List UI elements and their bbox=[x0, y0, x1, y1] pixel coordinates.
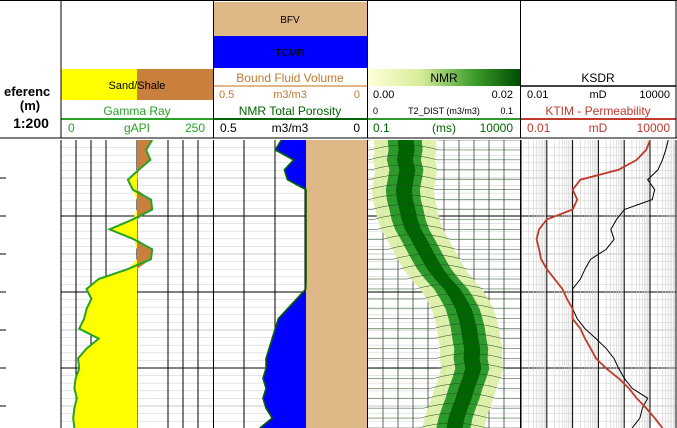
ktim-curve bbox=[535, 140, 664, 428]
t2-trace bbox=[368, 283, 520, 290]
t2-trace bbox=[368, 373, 520, 379]
ksdr-curve bbox=[572, 140, 669, 428]
t2-trace bbox=[368, 194, 520, 200]
nmr-axis-unit: (ms) bbox=[432, 121, 456, 135]
ksdr-curve-name: KSDR bbox=[581, 71, 615, 85]
reference-unit: (m) bbox=[20, 98, 40, 113]
reference-scale: 1:200 bbox=[13, 115, 49, 131]
t2-trace bbox=[368, 383, 520, 389]
t2-distribution-core bbox=[395, 140, 482, 428]
porosity-track-header: BFV TCMR Bound Fluid Volume 0.5 m3/m3 0 … bbox=[214, 2, 367, 135]
nmr-color-max: 0.02 bbox=[492, 89, 513, 101]
t2-trace bbox=[368, 234, 520, 240]
bfv-legend-label: BFV bbox=[280, 15, 300, 26]
t2-trace bbox=[368, 204, 520, 210]
t2-trace bbox=[368, 402, 520, 409]
gamma-ray-curve-name: Gamma Ray bbox=[103, 104, 170, 118]
bfv-legend-swatch bbox=[214, 2, 367, 36]
tcmr-right-value: 0 bbox=[353, 121, 360, 135]
sand-fill bbox=[73, 140, 137, 428]
sand-legend-swatch bbox=[61, 69, 137, 100]
t2-trace bbox=[368, 363, 520, 369]
t2-trace bbox=[368, 303, 520, 310]
t2-trace bbox=[368, 174, 520, 180]
t2-trace bbox=[368, 412, 520, 419]
t2-trace bbox=[368, 393, 520, 399]
shale-legend-swatch bbox=[137, 69, 213, 100]
nmr-axis-right: 10000 bbox=[480, 121, 514, 135]
gamma-ray-track-header: Sand/Shale Gamma Ray 0 gAPI 250 bbox=[61, 69, 213, 135]
t2-trace bbox=[368, 244, 520, 250]
tcmr-left-value: 0.5 bbox=[220, 121, 237, 135]
t2-trace bbox=[368, 273, 520, 280]
nmr-dist-left: 0 bbox=[373, 106, 378, 116]
sand-shale-label: Sand/Shale bbox=[109, 80, 166, 92]
log-body bbox=[0, 140, 677, 428]
t2-trace bbox=[368, 154, 520, 161]
gamma-ray-unit: gAPI bbox=[124, 121, 150, 135]
t2-trace bbox=[368, 343, 520, 349]
t2-trace bbox=[368, 333, 520, 339]
bfv-right-value: 0 bbox=[354, 89, 360, 101]
ksdr-left-value: 0.01 bbox=[527, 89, 548, 101]
bfv-fill bbox=[306, 140, 367, 428]
t2-trace bbox=[368, 263, 520, 270]
nmr-dist-right: 0.1 bbox=[500, 106, 513, 116]
gamma-ray-left-value: 0 bbox=[68, 121, 75, 135]
tcmr-unit: m3/m3 bbox=[272, 121, 309, 135]
nmr-axis-left: 0.1 bbox=[373, 121, 390, 135]
nmr-track-header: NMR 0.00 0.02 0 T2_DIST (m3/m3) 0.1 0.1 … bbox=[368, 69, 520, 135]
t2-trace bbox=[368, 214, 520, 220]
tcmr-legend-label: TCMR bbox=[276, 48, 305, 59]
nmr-color-min: 0.00 bbox=[373, 89, 394, 101]
bfv-left-value: 0.5 bbox=[219, 89, 234, 101]
ktim-curve-name: KTIM - Permeability bbox=[545, 104, 650, 118]
nmr-color-scale bbox=[368, 69, 520, 86]
nmr-dist-name: T2_DIST (m3/m3) bbox=[408, 106, 480, 116]
tcmr-curve-name: NMR Total Porosity bbox=[239, 104, 341, 118]
tcmr-legend-swatch bbox=[214, 36, 367, 68]
gamma-ray-right-value: 250 bbox=[185, 121, 205, 135]
ktim-unit: mD bbox=[589, 121, 608, 135]
t2-trace bbox=[368, 224, 520, 230]
t2-trace bbox=[368, 323, 520, 329]
header-track-borders bbox=[0, 0, 677, 139]
permeability-track-header: KSDR 0.01 mD 10000 KTIM - Permeability 0… bbox=[521, 71, 676, 135]
t2-trace bbox=[368, 313, 520, 320]
t2-trace bbox=[368, 164, 520, 171]
bfv-unit: m3/m3 bbox=[273, 89, 307, 101]
ksdr-right-value: 10000 bbox=[639, 89, 670, 101]
t2-trace bbox=[368, 253, 520, 260]
bfv-curve-name: Bound Fluid Volume bbox=[236, 71, 344, 85]
t2-trace bbox=[368, 353, 520, 359]
tcmr-fill bbox=[259, 140, 306, 428]
reference-track-header: eferenc (m) 1:200 bbox=[4, 84, 50, 131]
shale-fill bbox=[137, 140, 153, 428]
t2-trace bbox=[368, 144, 520, 151]
t2-trace bbox=[368, 293, 520, 300]
reference-label: eferenc bbox=[4, 84, 50, 99]
gamma-ray-curve bbox=[72, 140, 154, 428]
tcmr-curve bbox=[259, 140, 307, 428]
ktim-left-value: 0.01 bbox=[527, 121, 551, 135]
ktim-right-value: 10000 bbox=[637, 121, 671, 135]
nmr-title: NMR bbox=[430, 71, 458, 85]
ksdr-unit: mD bbox=[589, 89, 606, 101]
t2-trace bbox=[367, 184, 520, 190]
